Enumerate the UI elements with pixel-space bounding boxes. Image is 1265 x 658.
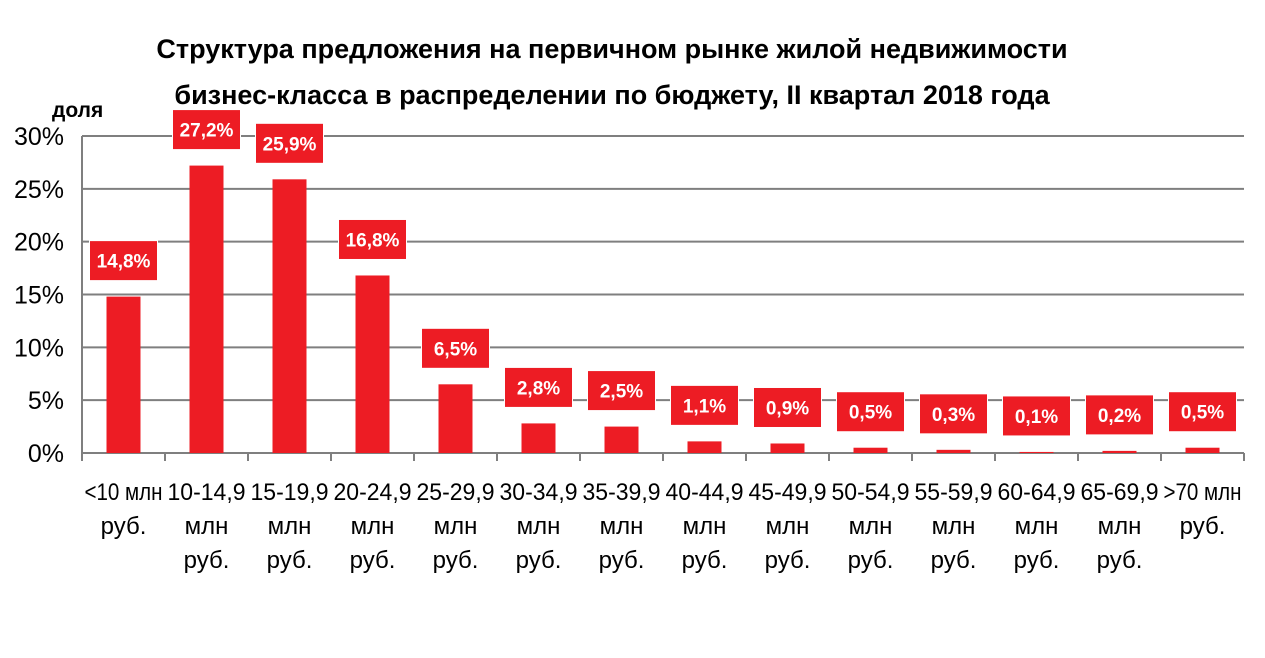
data-label-box [89, 240, 158, 282]
data-label: 0,2% [1098, 406, 1141, 427]
x-tick-label: млн [766, 513, 810, 540]
chart-title-line-2: бизнес-класса в распределении по бюджету… [174, 80, 1050, 110]
x-tick-label: 60-64,9 [998, 479, 1076, 506]
y-tick-label: 10% [14, 334, 64, 362]
data-label: 2,5% [600, 382, 643, 403]
y-tick-label: 25% [14, 176, 64, 204]
data-label: 0,9% [766, 398, 809, 419]
data-label: 14,8% [97, 252, 151, 273]
x-tick-label: руб. [1180, 513, 1226, 540]
bar [189, 165, 224, 453]
x-tick-label: 25-29,9 [417, 479, 495, 506]
bar [355, 275, 390, 453]
x-tick-label: 45-49,9 [749, 479, 827, 506]
x-axis-ticks: <10 млн руб. 10-14,9 млн руб. 15-19,9 млн руб. 2… [85, 479, 1242, 574]
x-tick-label: млн [185, 513, 229, 540]
bar [604, 426, 639, 453]
y-tick-label: 30% [14, 123, 64, 151]
x-tick-label: 55-59,9 [915, 479, 993, 506]
data-label-box [255, 122, 324, 164]
data-label-box [836, 391, 905, 433]
x-tick-label: млн [517, 513, 561, 540]
data-label-box [504, 366, 573, 408]
data-label: 1,1% [683, 396, 726, 417]
bar [106, 296, 141, 453]
bar [438, 384, 473, 453]
data-label-box [338, 218, 407, 260]
data-labels: 14,8% 27,2% 25,9% 16,8% 6,5% 2,8% 2,5% 1,1% 0,9%… [89, 109, 1237, 437]
bar [1185, 447, 1220, 453]
x-tick-label: <10 млн [85, 479, 163, 506]
data-label-box [587, 370, 656, 412]
y-axis-label: доля [52, 99, 103, 122]
x-tick-label: руб. [184, 547, 230, 574]
data-label: 27,2% [180, 121, 234, 142]
x-tick-label: 65-69,9 [1081, 479, 1159, 506]
data-label: 0,5% [1181, 403, 1224, 424]
bar [272, 179, 307, 453]
x-tick-label: млн [351, 513, 395, 540]
x-tick-label: 20-24,9 [334, 479, 412, 506]
bar [521, 423, 556, 453]
x-tick-label: млн [683, 513, 727, 540]
x-tick-label: руб. [1014, 547, 1060, 574]
chart-title-line-1: Структура предложения на первичном рынке… [156, 34, 1067, 64]
x-tick-label: руб. [848, 547, 894, 574]
y-tick-label: 15% [14, 282, 64, 310]
bar [1102, 450, 1137, 453]
x-tick-label: 50-54,9 [832, 479, 910, 506]
data-label-box [919, 393, 988, 435]
bars [106, 165, 1220, 453]
x-tick-label: млн [434, 513, 478, 540]
y-tick-label: 0% [28, 440, 64, 468]
data-label-box [172, 109, 241, 151]
x-tick-label: >70 млн [1164, 479, 1242, 506]
x-tick-label: руб. [1097, 547, 1143, 574]
y-axis-ticks: 0% 5% 10% 15% 20% 25% 30% [14, 123, 64, 468]
data-label: 16,8% [346, 230, 400, 251]
bar [936, 449, 971, 453]
x-tick-label: руб. [101, 513, 147, 540]
data-label: 2,8% [517, 378, 560, 399]
x-tick-label: 15-19,9 [251, 479, 329, 506]
x-tick-label: 30-34,9 [500, 479, 578, 506]
x-tick-label: руб. [433, 547, 479, 574]
y-tick-label: 5% [28, 387, 64, 415]
x-tick-label: руб. [516, 547, 562, 574]
x-tick-label: млн [849, 513, 893, 540]
data-label-box [1168, 391, 1237, 433]
bar [853, 447, 888, 453]
x-tick-label: 10-14,9 [168, 479, 246, 506]
data-label-box [670, 384, 739, 426]
data-label: 0,3% [932, 405, 975, 426]
data-label: 6,5% [434, 339, 477, 360]
bar [1019, 451, 1054, 453]
data-label: 25,9% [263, 134, 317, 155]
x-tick-label: руб. [350, 547, 396, 574]
x-tick-label: руб. [682, 547, 728, 574]
x-tick-label: 40-44,9 [666, 479, 744, 506]
x-tick-label: млн [600, 513, 644, 540]
bar [687, 441, 722, 453]
x-tick-label: млн [1098, 513, 1142, 540]
data-label-box [421, 327, 490, 369]
x-tick-label: руб. [931, 547, 977, 574]
x-tick-label: 35-39,9 [583, 479, 661, 506]
x-tick-label: млн [268, 513, 312, 540]
x-tick-label: млн [932, 513, 976, 540]
y-tick-label: 20% [14, 229, 64, 257]
x-tick-label: млн [1015, 513, 1059, 540]
x-tick-label: руб. [599, 547, 645, 574]
x-tick-label: руб. [267, 547, 313, 574]
bar [770, 443, 805, 453]
data-label-box [753, 386, 822, 428]
data-label: 0,1% [1015, 407, 1058, 428]
data-label-box [1085, 394, 1154, 436]
data-label-box [1002, 395, 1071, 437]
x-tick-label: руб. [765, 547, 811, 574]
data-label: 0,5% [849, 403, 892, 424]
